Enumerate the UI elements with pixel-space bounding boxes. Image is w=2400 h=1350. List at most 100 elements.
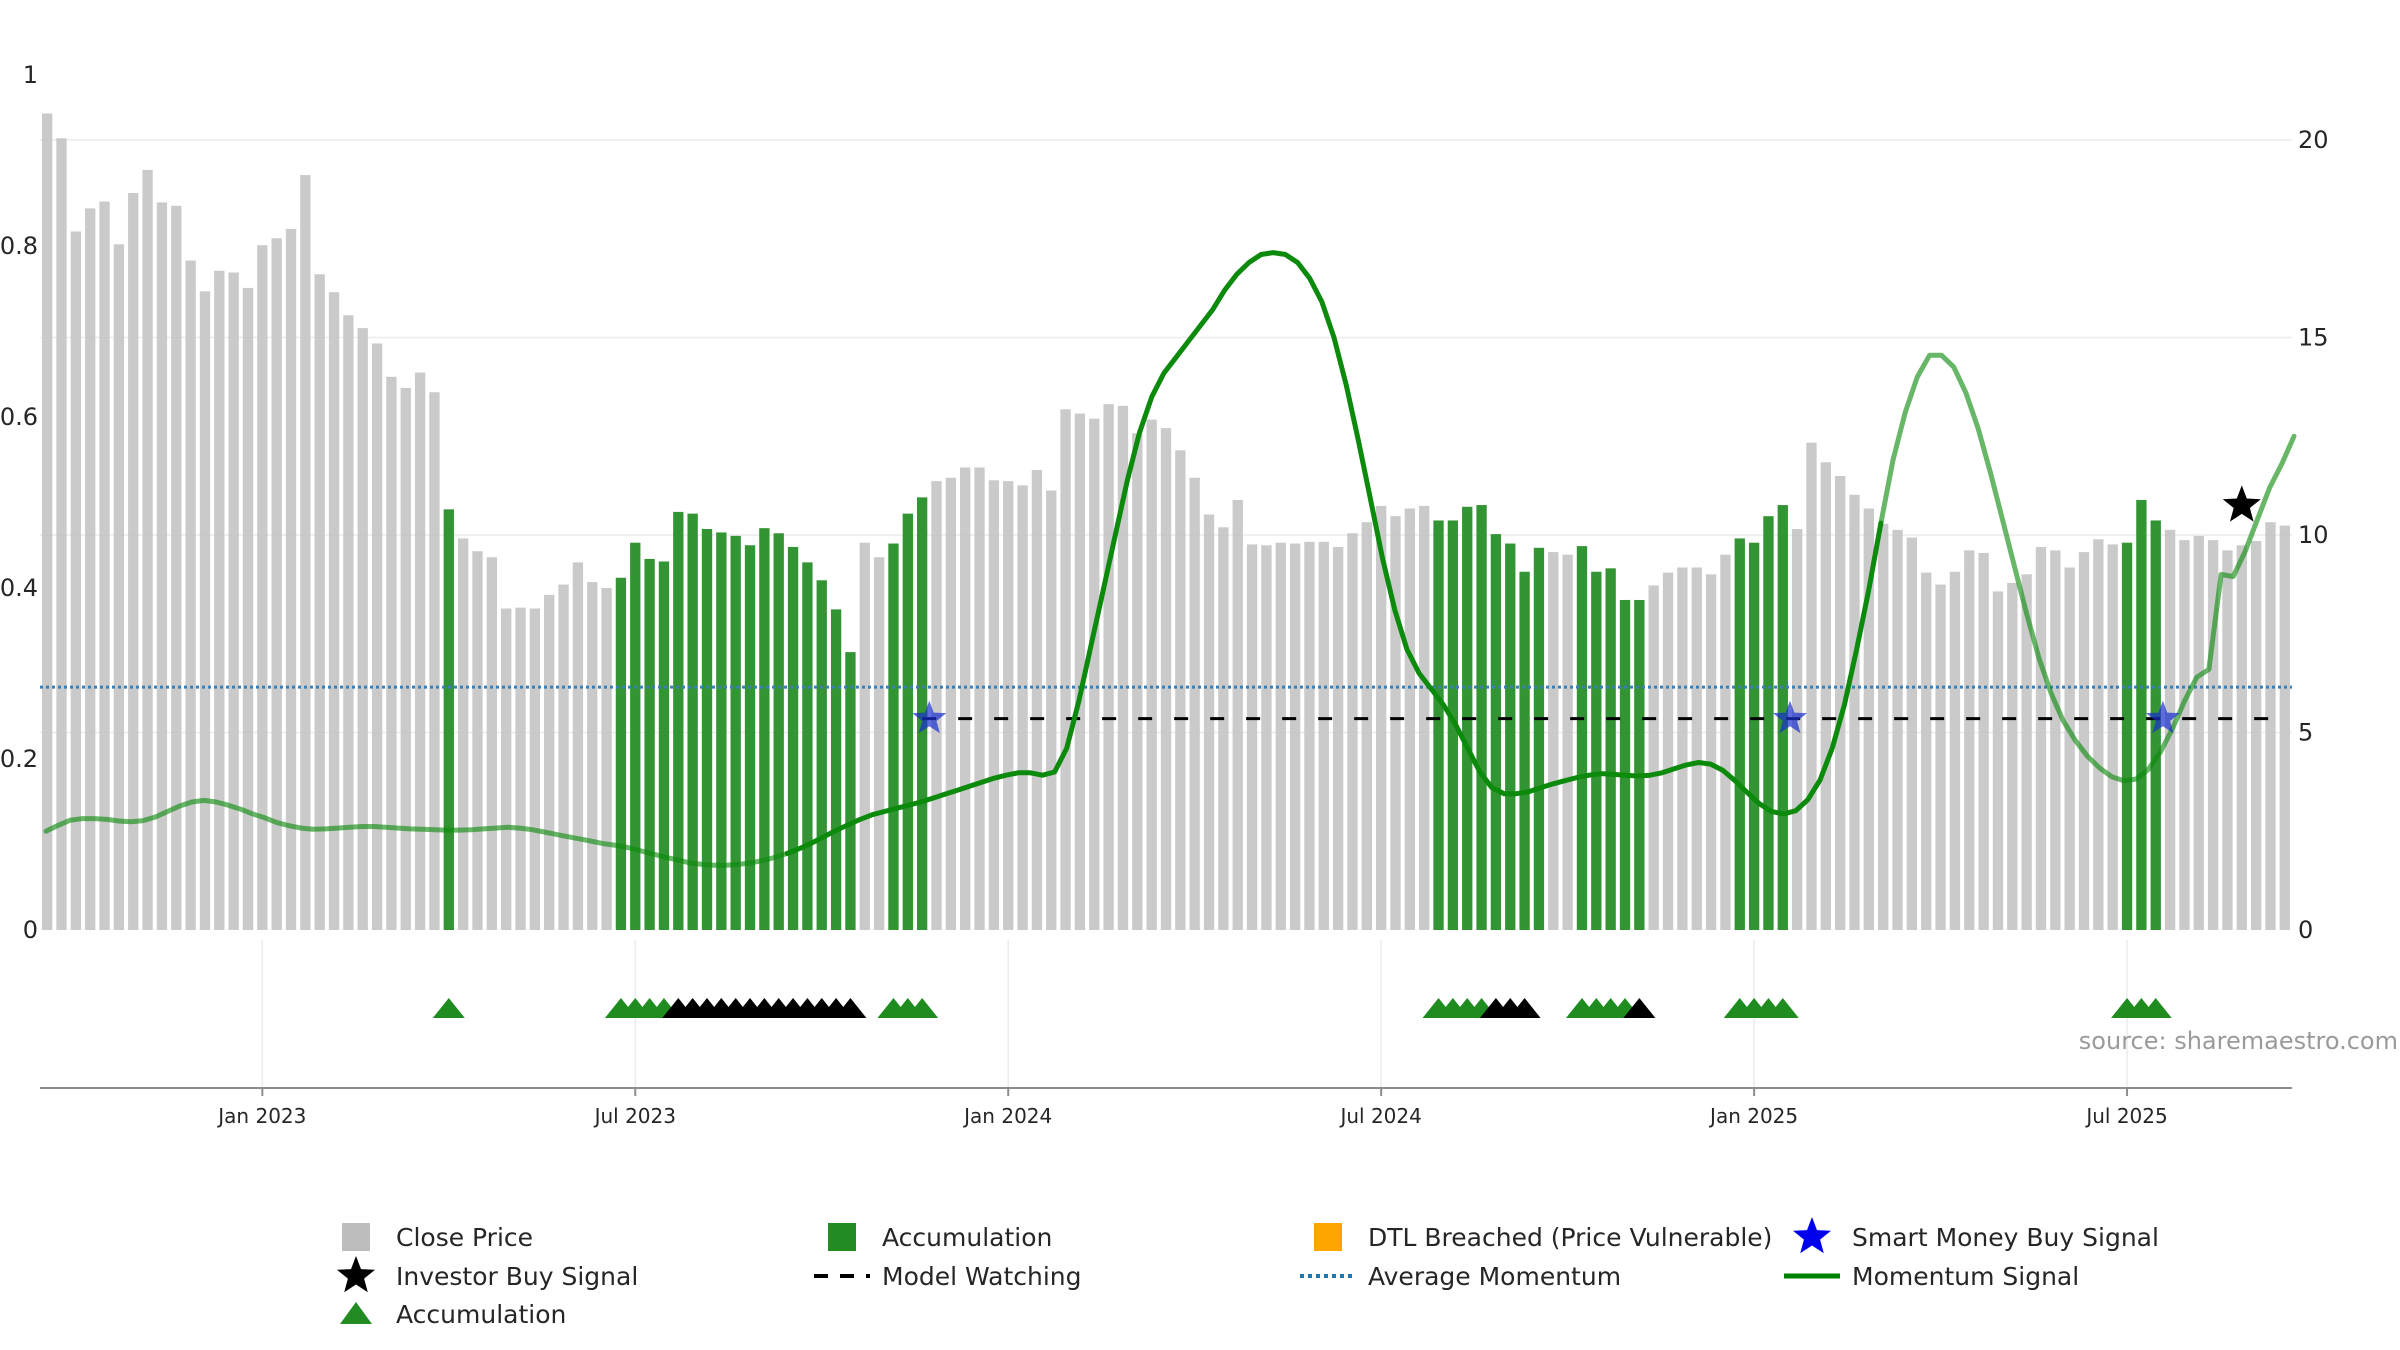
close-price-bar bbox=[1548, 552, 1559, 930]
x-tick-label: Jan 2023 bbox=[216, 1104, 306, 1128]
close-price-bar bbox=[1820, 462, 1831, 930]
close-price-bar bbox=[1892, 529, 1903, 930]
y-left-tick-label: 0.6 bbox=[0, 403, 38, 431]
close-price-bar bbox=[2078, 552, 2090, 930]
close-price-bar bbox=[1275, 542, 1286, 930]
close-price-bar bbox=[2064, 567, 2075, 930]
close-price-bar bbox=[1978, 552, 1989, 930]
accumulation-bar bbox=[744, 545, 756, 930]
close-price-bar bbox=[873, 557, 885, 930]
close-price-bar bbox=[1878, 523, 1889, 930]
legend-swatch bbox=[342, 1223, 370, 1251]
close-price-bar bbox=[1160, 428, 1172, 930]
close-price-bar bbox=[1046, 490, 1057, 930]
close-price-bar bbox=[1404, 508, 1416, 930]
close-price-bar bbox=[1849, 494, 1860, 930]
close-price-bar bbox=[1375, 505, 1387, 930]
close-price-bar bbox=[515, 607, 526, 930]
close-price-bar bbox=[1835, 475, 1846, 930]
legend-item: Accumulation bbox=[340, 1300, 566, 1329]
legend-label: DTL Breached (Price Vulnerable) bbox=[1368, 1223, 1772, 1252]
legend: Close Price Accumulation DTL Breached (Pri… bbox=[337, 1217, 2159, 1329]
legend-label: Close Price bbox=[396, 1223, 533, 1252]
accumulation-bar bbox=[1634, 599, 1645, 930]
smart-money-buy-star bbox=[912, 700, 947, 734]
close-price-bar bbox=[1289, 543, 1301, 930]
close-price-bar bbox=[2236, 545, 2247, 930]
close-price-bar bbox=[1720, 554, 1731, 930]
legend-swatch bbox=[828, 1223, 856, 1251]
accumulation-bar bbox=[1490, 534, 1502, 930]
close-price-bar bbox=[1562, 554, 1573, 930]
close-price-bar bbox=[1218, 527, 1229, 930]
close-price-bar bbox=[1146, 419, 1157, 930]
close-price-bar bbox=[1031, 470, 1043, 930]
legend-label: Smart Money Buy Signal bbox=[1852, 1223, 2159, 1252]
close-price-bar bbox=[429, 392, 440, 931]
accumulation-bar bbox=[2121, 542, 2133, 930]
accumulation-bar bbox=[888, 543, 899, 930]
close-price-bar bbox=[1089, 418, 1100, 930]
close-price-bar bbox=[1677, 567, 1688, 930]
close-price-bar bbox=[2007, 582, 2018, 930]
smart-money-buy-star bbox=[1772, 700, 1808, 734]
close-price-bar bbox=[300, 175, 311, 930]
close-price-bar bbox=[931, 481, 942, 930]
source-label: source: sharemaestro.com bbox=[2079, 1027, 2398, 1055]
close-price-bar bbox=[2265, 522, 2276, 930]
close-price-bar bbox=[371, 343, 383, 931]
close-price-bar bbox=[42, 113, 53, 931]
accumulation-triangle bbox=[2139, 998, 2172, 1018]
close-price-bar bbox=[1175, 450, 1186, 930]
close-price-bar bbox=[2035, 546, 2047, 930]
close-price-bar bbox=[859, 542, 870, 930]
close-price-bar bbox=[1332, 546, 1344, 930]
y-right-tick-label: 10 bbox=[2298, 521, 2329, 549]
close-price-bar bbox=[1347, 533, 1358, 930]
accumulation-bar bbox=[658, 561, 670, 930]
close-price-bar bbox=[185, 260, 196, 930]
close-price-bar bbox=[988, 480, 1000, 930]
close-price-bar bbox=[1705, 574, 1717, 930]
x-tick-label: Jul 2023 bbox=[593, 1104, 676, 1128]
close-price-bar bbox=[386, 376, 397, 930]
accumulation-bar bbox=[1533, 547, 1545, 930]
accumulation-bar bbox=[701, 529, 713, 930]
close-price-bar bbox=[1304, 541, 1315, 930]
close-price-bar bbox=[271, 238, 282, 930]
accumulation-bar bbox=[687, 513, 698, 930]
close-price-bar bbox=[328, 292, 340, 930]
momentum-signal-line bbox=[1878, 352, 2297, 784]
close-price-bar bbox=[1003, 481, 1014, 930]
accumulation-bar bbox=[644, 558, 655, 930]
accumulation-bar bbox=[902, 513, 913, 930]
close-price-bar bbox=[1103, 404, 1114, 930]
accumulation-bar bbox=[1519, 571, 1530, 930]
close-price-bar bbox=[2050, 550, 2061, 930]
accumulation-bar bbox=[1748, 542, 1760, 930]
accumulation-bar bbox=[1505, 543, 1516, 930]
close-price-bar bbox=[228, 272, 239, 930]
close-price-bar bbox=[1246, 544, 1258, 930]
bar-layer bbox=[42, 113, 2290, 931]
close-price-bar bbox=[2193, 535, 2204, 930]
accumulation-bar bbox=[1763, 516, 1774, 930]
close-price-bar bbox=[128, 192, 139, 931]
close-price-bar bbox=[974, 467, 985, 930]
accumulation-bar bbox=[1476, 505, 1487, 930]
accumulation-bar bbox=[1576, 546, 1588, 930]
legend-item: Accumulation bbox=[828, 1223, 1052, 1252]
y-left-tick-label: 0.2 bbox=[0, 745, 38, 773]
close-price-bar bbox=[1992, 591, 2004, 930]
close-price-bar bbox=[1117, 405, 1129, 930]
close-price-bar bbox=[558, 584, 569, 930]
close-price-bar bbox=[601, 588, 612, 930]
close-price-bar bbox=[486, 557, 497, 930]
marker-layer bbox=[432, 485, 2261, 1018]
legend-item: DTL Breached (Price Vulnerable) bbox=[1314, 1223, 1772, 1252]
accumulation-bar bbox=[816, 580, 827, 930]
close-price-bar bbox=[2279, 525, 2290, 930]
y-right-tick-label: 0 bbox=[2298, 916, 2313, 944]
